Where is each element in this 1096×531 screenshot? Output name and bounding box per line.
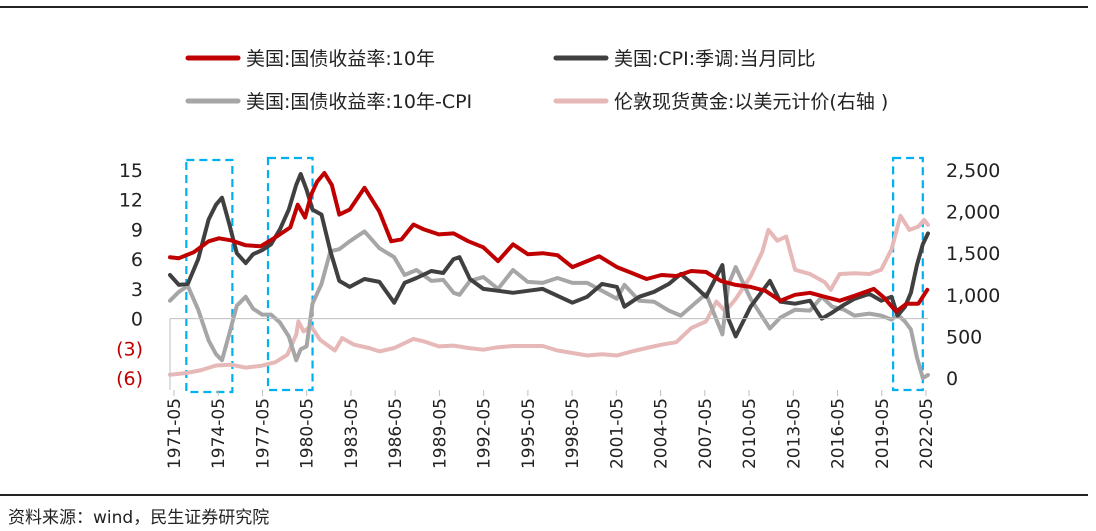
x-tick-label: 1989-05 — [430, 398, 450, 469]
legend-label-0: 美国:国债收益率:10年 — [246, 48, 435, 70]
source-note: 资料来源：wind，民生证券研究院 — [8, 508, 270, 528]
x-axis: 1971-05 1974-05 1977-05 1980-05 1983-05 1986-… — [165, 318, 937, 469]
highlight-box-2 — [892, 156, 924, 392]
left-tick-label: 12 — [119, 190, 143, 212]
top-rule — [0, 6, 1088, 8]
x-tick-label: 1995-05 — [519, 398, 539, 469]
right-axis-ticks: 2,500 2,000 1,500 1,000 500 0 — [946, 160, 1000, 390]
legend-label-3: 伦敦现货黄金:以美元计价(右轴 ) — [614, 91, 888, 113]
left-tick-label: 15 — [119, 160, 143, 182]
x-tick-label: 1971-05 — [165, 398, 185, 469]
legend-label-2: 美国:国债收益率:10年-CPI — [246, 91, 472, 113]
right-tick-label: 500 — [946, 326, 982, 348]
x-tick-label: 1986-05 — [386, 398, 406, 469]
series-lines — [168, 171, 930, 380]
legend: 美国:国债收益率:10年 美国:CPI:季调:当月同比美国:国债收益率:10年-C… — [185, 48, 888, 113]
legend-label-1: 美国:CPI:季调:当月同比 — [614, 48, 816, 70]
series-line-1 — [168, 172, 930, 339]
left-tick-label: 6 — [131, 249, 143, 271]
x-tick-label: 2016-05 — [829, 398, 849, 469]
left-tick-label: (6) — [116, 368, 143, 390]
x-tick-label: 2001-05 — [607, 398, 627, 469]
right-tick-label: 2,000 — [946, 202, 1000, 224]
x-tick-label: 1992-05 — [475, 398, 495, 469]
x-tick-label: 1974-05 — [209, 398, 229, 469]
x-tick-label: 1980-05 — [298, 398, 318, 469]
right-tick-label: 1,500 — [946, 243, 1000, 265]
right-tick-label: 2,500 — [946, 160, 1000, 182]
x-tick-label: 2004-05 — [652, 398, 672, 469]
highlight-box-1 — [266, 156, 314, 392]
left-tick-label: 0 — [131, 309, 143, 331]
x-tick-label: 1983-05 — [342, 398, 362, 469]
left-axis-ticks: 15 12 9 6 3 0 (3) (6) — [116, 160, 143, 390]
highlight-boxes — [185, 156, 924, 394]
x-tick-label: 1977-05 — [253, 398, 273, 469]
x-tick-label: 2013-05 — [784, 398, 804, 469]
series-line-2 — [168, 229, 930, 380]
series-line-3 — [168, 213, 930, 377]
x-tick-label: 1998-05 — [563, 398, 583, 469]
right-tick-label: 0 — [946, 368, 958, 390]
left-tick-label: 9 — [131, 219, 143, 241]
series-line-0 — [168, 171, 930, 314]
x-tick-label: 2022-05 — [917, 398, 937, 469]
left-tick-label: (3) — [116, 338, 143, 360]
x-tick-label: 2007-05 — [696, 398, 716, 469]
x-tick-label: 2019-05 — [873, 398, 893, 469]
right-tick-label: 1,000 — [946, 285, 1000, 307]
highlight-box-0 — [185, 158, 234, 394]
left-tick-label: 3 — [131, 279, 143, 301]
x-tick-label: 2010-05 — [740, 398, 760, 469]
bottom-rule — [0, 494, 1088, 496]
